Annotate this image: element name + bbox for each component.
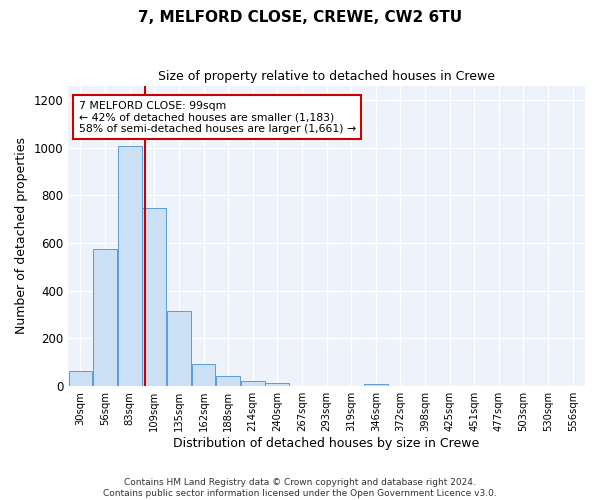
Bar xyxy=(241,381,265,386)
Text: 7, MELFORD CLOSE, CREWE, CW2 6TU: 7, MELFORD CLOSE, CREWE, CW2 6TU xyxy=(138,10,462,25)
Text: 7 MELFORD CLOSE: 99sqm
← 42% of detached houses are smaller (1,183)
58% of semi-: 7 MELFORD CLOSE: 99sqm ← 42% of detached… xyxy=(79,100,356,134)
Bar xyxy=(142,208,166,386)
Bar xyxy=(68,370,92,386)
X-axis label: Distribution of detached houses by size in Crewe: Distribution of detached houses by size … xyxy=(173,437,480,450)
Title: Size of property relative to detached houses in Crewe: Size of property relative to detached ho… xyxy=(158,70,495,83)
Bar xyxy=(216,376,240,386)
Bar xyxy=(167,311,191,386)
Bar xyxy=(265,384,289,386)
Bar xyxy=(364,384,388,386)
Text: Contains HM Land Registry data © Crown copyright and database right 2024.
Contai: Contains HM Land Registry data © Crown c… xyxy=(103,478,497,498)
Y-axis label: Number of detached properties: Number of detached properties xyxy=(15,138,28,334)
Bar xyxy=(93,249,117,386)
Bar xyxy=(191,364,215,386)
Bar xyxy=(118,146,142,386)
